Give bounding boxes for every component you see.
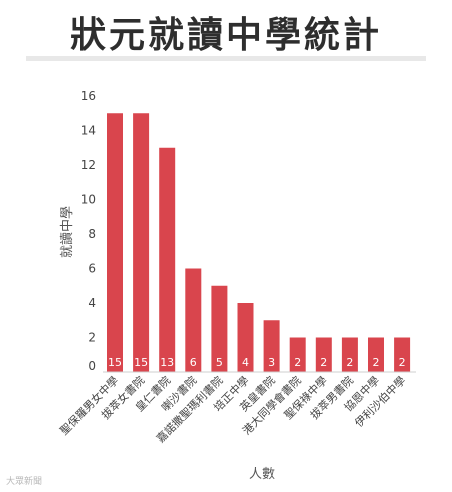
- bar-value-label: 15: [108, 356, 122, 369]
- bar-value-label: 13: [160, 356, 174, 369]
- bar-value-label: 2: [294, 356, 301, 369]
- bar-value-label: 6: [190, 356, 197, 369]
- y-axis-label: 就讀中學: [60, 206, 75, 258]
- x-axis-label: 人數: [249, 467, 275, 482]
- bar: [341, 337, 358, 372]
- y-tick-label: 16: [81, 89, 96, 103]
- bar: [315, 337, 332, 372]
- bar: [237, 303, 254, 372]
- bar: [289, 337, 306, 372]
- bar-value-label: 2: [346, 356, 353, 369]
- bar-value-label: 2: [320, 356, 327, 369]
- y-tick-label: 6: [88, 262, 96, 276]
- y-tick-label: 10: [81, 193, 96, 207]
- y-tick-label: 4: [88, 296, 96, 310]
- y-tick-label: 14: [81, 124, 96, 138]
- bar-value-label: 5: [216, 356, 223, 369]
- watermark-text: 大眾新聞: [6, 477, 43, 487]
- bar: [133, 113, 150, 372]
- chart-title: 狀元就讀中學統計: [69, 15, 382, 56]
- title-divider: [26, 56, 426, 61]
- bar-value-label: 3: [268, 356, 275, 369]
- bar: [185, 268, 202, 372]
- bar-value-label: 2: [399, 356, 406, 369]
- y-tick-label: 2: [88, 331, 96, 345]
- y-tick-label: 0: [88, 359, 96, 373]
- bar-value-label: 4: [242, 356, 249, 369]
- bar: [211, 285, 228, 372]
- bar: [107, 113, 123, 372]
- bar: [394, 337, 411, 372]
- y-tick-label: 8: [88, 227, 96, 241]
- bar-value-label: 15: [134, 356, 148, 369]
- bar: [263, 320, 280, 372]
- bar-value-label: 2: [373, 356, 380, 369]
- bar: [159, 147, 176, 372]
- bar: [368, 337, 384, 372]
- y-tick-label: 12: [81, 158, 96, 172]
